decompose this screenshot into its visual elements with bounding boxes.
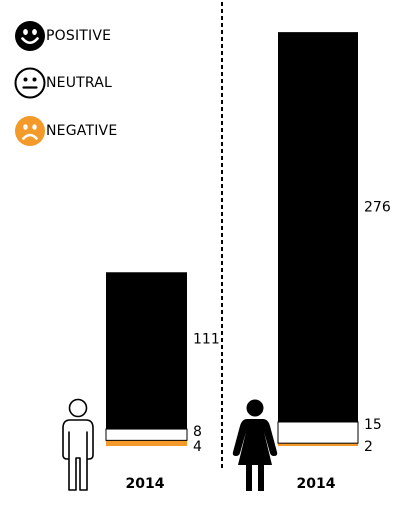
value-label-neutral-men: 8: [193, 424, 202, 440]
value-label-negative-women: 2: [364, 439, 373, 455]
bar-positive-women: [278, 32, 358, 422]
year-label-men: 2014: [126, 476, 165, 492]
value-label-negative-men: 4: [193, 439, 202, 455]
legend-item-negative: NEGATIVE: [14, 115, 117, 147]
value-label-positive-women: 276: [364, 199, 391, 215]
legend-label: POSITIVE: [46, 28, 112, 44]
smiley-negative-icon: [15, 116, 45, 146]
smiley-positive-icon: [15, 21, 45, 51]
legend-item-neutral: NEUTRAL: [14, 67, 112, 99]
legend-label: NEUTRAL: [46, 75, 113, 91]
bar-neutral-women: [277, 421, 359, 444]
value-label-positive-men: 111: [193, 331, 220, 347]
bar-positive-men: [106, 272, 187, 430]
value-label-neutral-women: 15: [364, 417, 382, 433]
bar-negative-men: [106, 440, 187, 446]
smiley-neutral-icon: [14, 67, 46, 99]
legend-item-positive: POSITIVE: [14, 20, 111, 52]
woman-icon: [232, 399, 278, 491]
legend-label: NEGATIVE: [46, 123, 118, 139]
bar-neutral-men: [105, 428, 188, 441]
year-label-women: 2014: [297, 476, 336, 492]
man-icon: [62, 398, 94, 491]
bar-negative-women: [278, 443, 358, 446]
